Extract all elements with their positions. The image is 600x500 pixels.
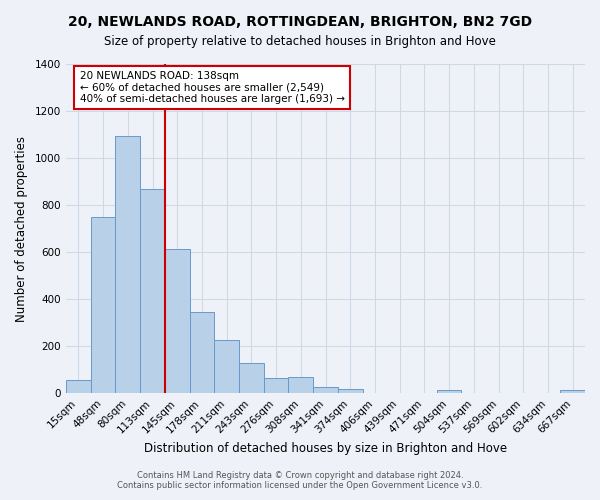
Bar: [190, 312, 214, 394]
Bar: [115, 136, 140, 394]
Y-axis label: Number of detached properties: Number of detached properties: [15, 136, 28, 322]
Bar: [289, 378, 313, 394]
Bar: [66, 380, 91, 394]
Text: 20, NEWLANDS ROAD, ROTTINGDEAN, BRIGHTON, BN2 7GD: 20, NEWLANDS ROAD, ROTTINGDEAN, BRIGHTON…: [68, 15, 532, 29]
Text: Contains HM Land Registry data © Crown copyright and database right 2024.
Contai: Contains HM Land Registry data © Crown c…: [118, 470, 482, 490]
Bar: [560, 390, 585, 394]
Bar: [165, 248, 190, 394]
Text: 20 NEWLANDS ROAD: 138sqm
← 60% of detached houses are smaller (2,549)
40% of sem: 20 NEWLANDS ROAD: 138sqm ← 60% of detach…: [80, 71, 344, 104]
Bar: [264, 378, 289, 394]
Text: Size of property relative to detached houses in Brighton and Hove: Size of property relative to detached ho…: [104, 35, 496, 48]
Bar: [313, 388, 338, 394]
X-axis label: Distribution of detached houses by size in Brighton and Hove: Distribution of detached houses by size …: [144, 442, 507, 455]
Bar: [140, 188, 165, 394]
Bar: [437, 390, 461, 394]
Bar: [338, 388, 362, 394]
Bar: [91, 217, 115, 394]
Bar: [214, 340, 239, 394]
Bar: [239, 363, 264, 394]
